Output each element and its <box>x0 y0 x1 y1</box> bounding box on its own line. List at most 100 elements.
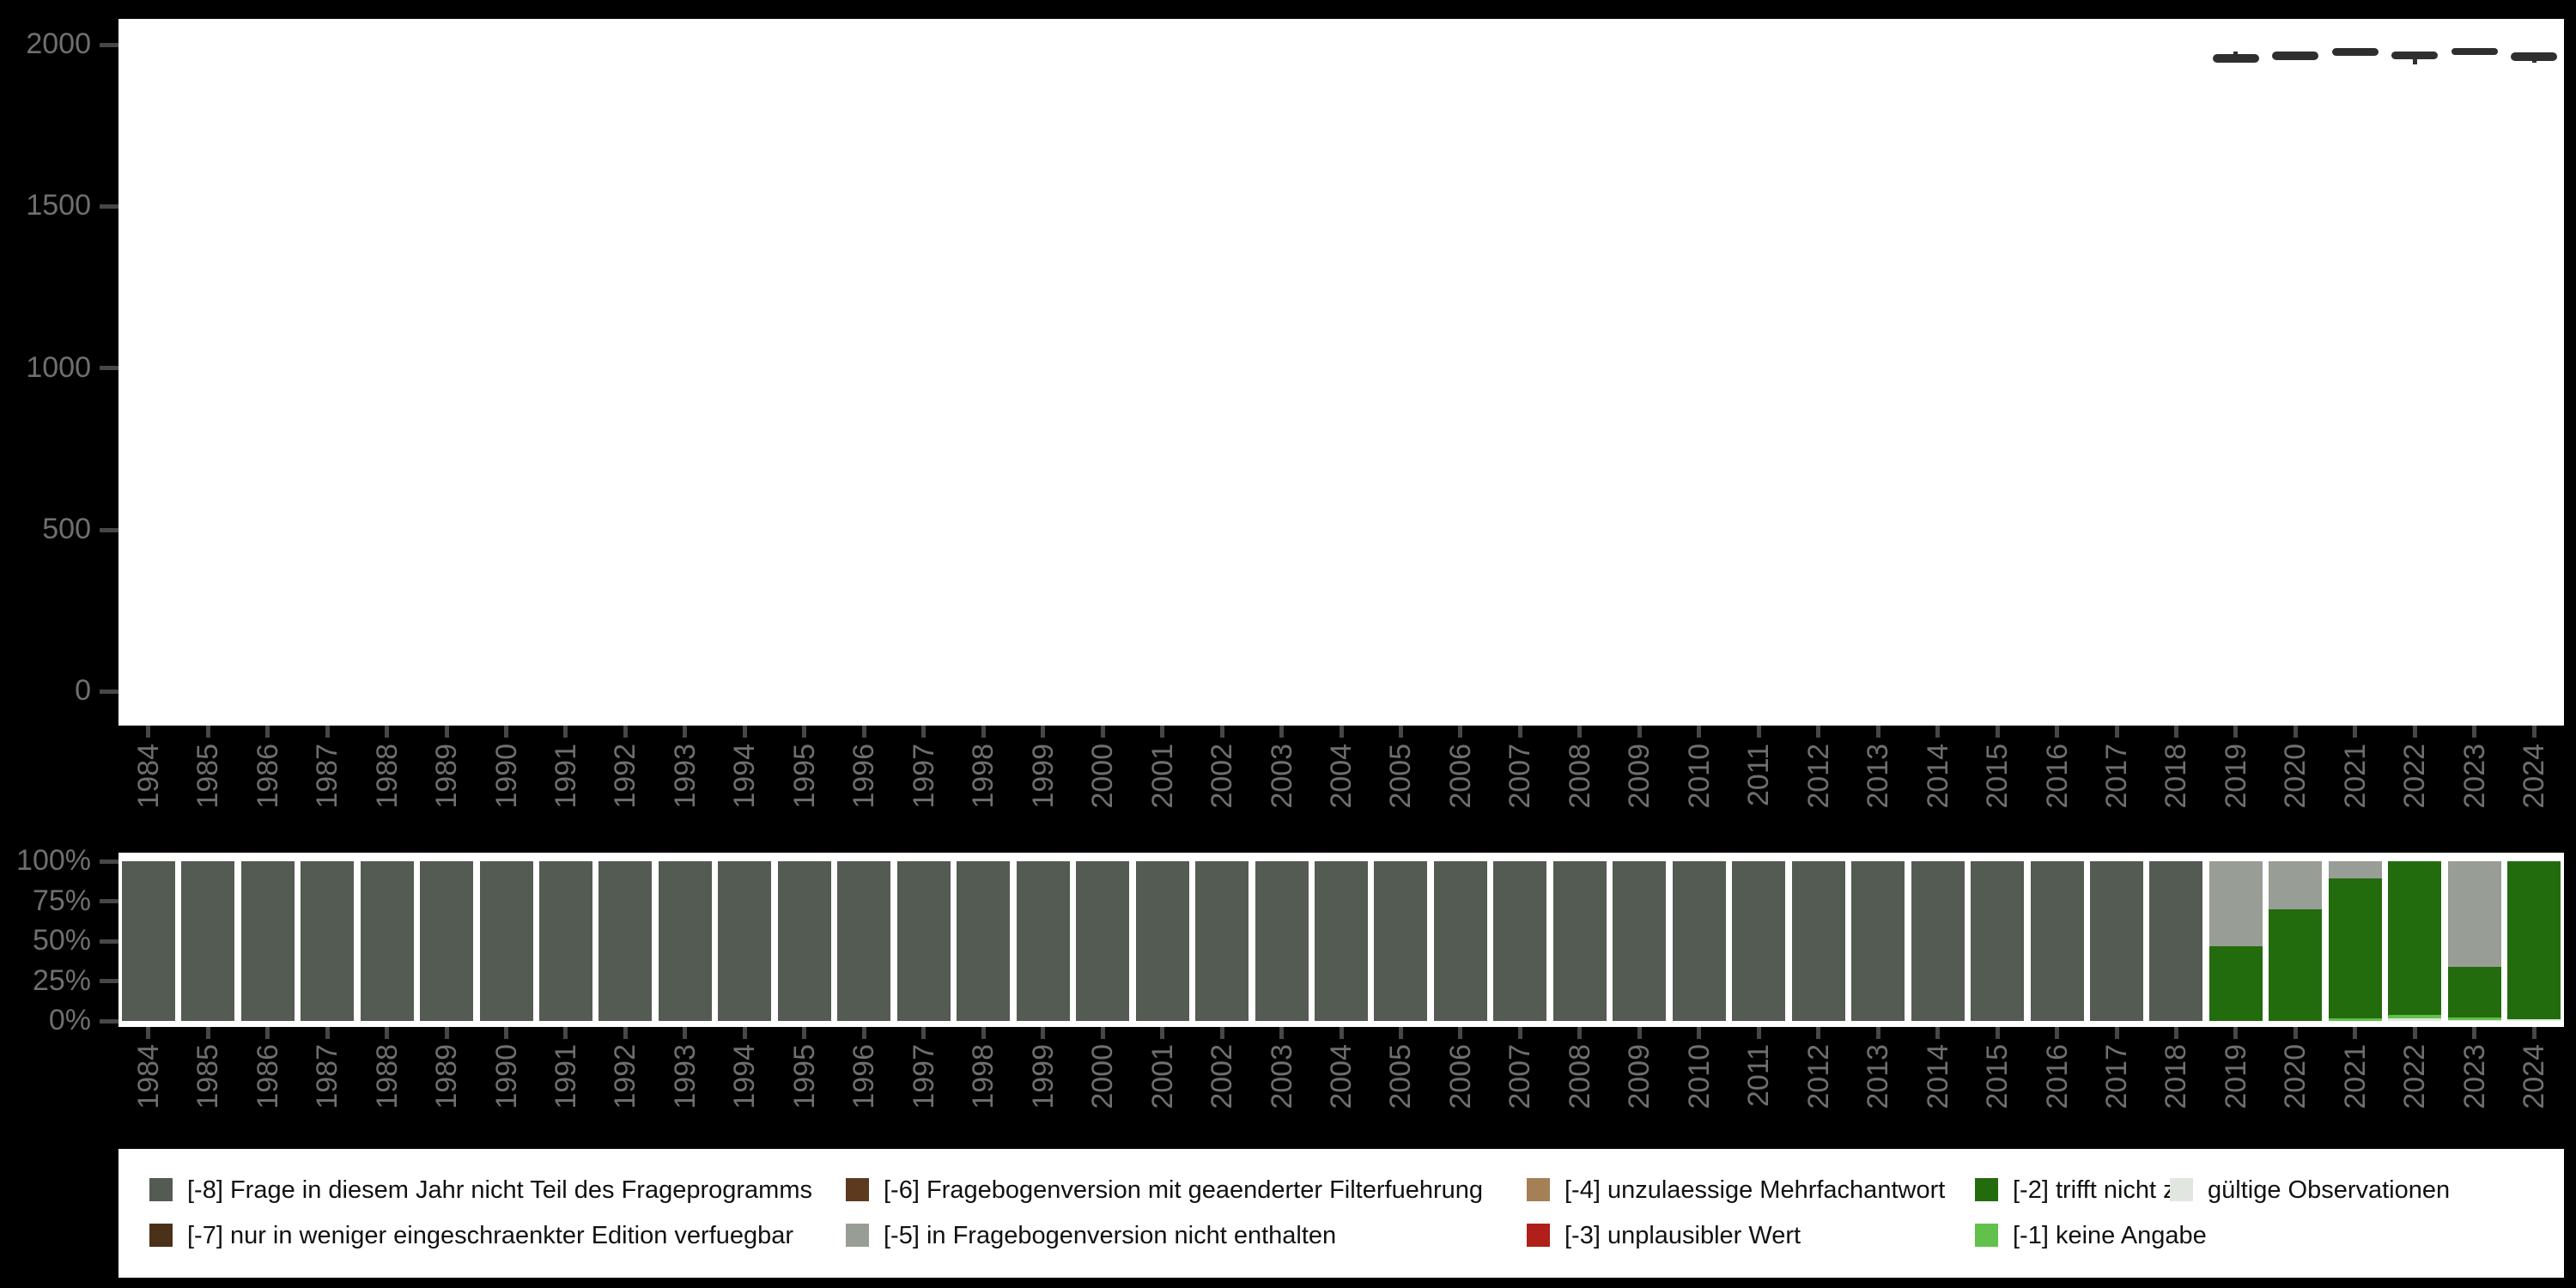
bar-segment--8 <box>957 861 1011 1021</box>
x-axis-tick-label: 2019 <box>2219 1044 2252 1109</box>
x-tick-mark <box>1517 726 1522 738</box>
y-axis-tick-label: 75% <box>32 884 91 917</box>
legend: [-8] Frage in diesem Jahr nicht Teil des… <box>118 1149 2564 1278</box>
x-axis-tick-label: 2009 <box>1623 744 1656 809</box>
legend-entry--1: [-1] keine Angabe <box>1975 1224 2576 1249</box>
x-tick-mark <box>385 726 390 738</box>
x-axis-tick-label: 2023 <box>2458 1044 2491 1109</box>
x-axis-tick-label: 2002 <box>1206 744 1239 809</box>
bar-segment--8 <box>240 861 295 1021</box>
x-axis-tick-label: 2013 <box>1862 1044 1895 1109</box>
bar-segment--5 <box>2447 861 2501 967</box>
x-tick-mark <box>742 1027 747 1039</box>
x-axis-tick-label: 2016 <box>2040 744 2074 809</box>
x-axis-tick-label: 2004 <box>1325 1044 1358 1109</box>
y-axis-tick-label: 50% <box>32 924 91 957</box>
x-axis-tick-label: 2000 <box>1086 1044 1120 1109</box>
x-tick-mark <box>623 1027 628 1039</box>
x-axis-tick-label: 2006 <box>1443 744 1477 809</box>
bar-segment--8 <box>1851 861 1905 1021</box>
boxplot-box <box>2511 52 2558 61</box>
legend-swatch--3 <box>1527 1224 1550 1247</box>
bar-segment--8 <box>1255 861 1309 1021</box>
bar-segment--2 <box>2269 908 2323 1021</box>
bar-segment--8 <box>301 861 355 1021</box>
x-axis-tick-label: 2009 <box>1623 1044 1656 1109</box>
legend-swatch--5 <box>846 1224 869 1247</box>
y-axis-tick-label: 500 <box>42 513 91 546</box>
x-axis-tick-label: 1999 <box>1026 744 1060 809</box>
x-axis-tick-label: 1987 <box>311 744 344 809</box>
x-tick-mark <box>205 726 210 738</box>
boxplot-box <box>2212 54 2259 63</box>
y-tick-mark <box>100 1018 118 1024</box>
x-tick-mark <box>1160 1027 1165 1039</box>
x-axis-tick-label: 1996 <box>848 744 881 809</box>
x-axis-tick-label: 1995 <box>787 744 821 809</box>
x-axis-tick-label: 2017 <box>2100 744 2134 809</box>
bar-segment--8 <box>777 861 831 1021</box>
bar-segment--8 <box>2090 861 2144 1021</box>
y-tick-mark <box>100 366 118 371</box>
x-tick-mark <box>2293 1027 2298 1039</box>
x-tick-mark <box>444 726 449 738</box>
bar-segment--8 <box>1433 861 1487 1021</box>
x-tick-mark <box>146 726 151 738</box>
x-tick-mark <box>861 1027 866 1039</box>
x-axis-tick-label: 1991 <box>549 744 582 809</box>
x-tick-mark <box>802 1027 807 1039</box>
legend-swatch--7 <box>149 1224 173 1247</box>
x-axis-tick-label: 2000 <box>1086 744 1120 809</box>
x-axis-tick-label: 2018 <box>2160 1044 2193 1109</box>
x-axis-tick-label: 2003 <box>1265 744 1298 809</box>
x-tick-mark <box>981 1027 986 1039</box>
legend-label--6: [-6] Fragebogenversion mit geaenderter F… <box>884 1176 1483 1204</box>
x-axis-tick-label: 2007 <box>1504 1044 1537 1109</box>
x-tick-mark <box>1875 726 1880 738</box>
y-tick-mark <box>100 527 118 532</box>
x-axis-tick-label: 1990 <box>489 1044 523 1109</box>
bar-segment-valid <box>2507 1019 2561 1021</box>
legend-label-valid: gültige Observationen <box>2208 1176 2451 1204</box>
bar-segment--8 <box>1076 861 1130 1021</box>
x-tick-mark <box>2055 726 2060 738</box>
bar-segment--8 <box>1971 861 2025 1021</box>
bar-segment--8 <box>181 861 235 1021</box>
x-tick-mark <box>2531 726 2537 738</box>
x-axis-tick-label: 2003 <box>1265 1044 1298 1109</box>
legend-entry--2: [-2] trifft nicht zu <box>1975 1178 2576 1203</box>
x-axis-tick-label: 2005 <box>1384 744 1418 809</box>
x-tick-mark <box>742 726 747 738</box>
x-axis-tick-label: 1992 <box>609 1044 642 1109</box>
bar-segment--8 <box>837 861 891 1021</box>
x-axis-tick-label: 1986 <box>251 1044 284 1109</box>
bar-segment--8 <box>2030 861 2084 1021</box>
x-tick-mark <box>265 1027 270 1039</box>
bar-segment--8 <box>598 861 653 1021</box>
x-axis-tick-label: 2012 <box>1801 744 1835 809</box>
x-tick-mark <box>2472 726 2477 738</box>
x-axis-tick-label: 2024 <box>2518 744 2551 809</box>
x-axis-tick-label: 2015 <box>1981 744 2014 809</box>
x-tick-mark <box>2114 726 2119 738</box>
bar-segment--8 <box>1493 861 1547 1021</box>
x-axis-tick-label: 2007 <box>1504 744 1537 809</box>
x-axis-tick-label: 2002 <box>1206 1044 1239 1109</box>
x-tick-mark <box>325 1027 330 1039</box>
x-tick-mark <box>623 726 628 738</box>
bar-segment--2 <box>2507 861 2561 1020</box>
x-tick-mark <box>2233 1027 2239 1039</box>
bar-segment--5 <box>2328 861 2382 879</box>
legend-entry--5: [-5] in Fragebogenversion nicht enthalte… <box>846 1224 1533 1249</box>
legend-entry--4: [-4] unzulaessige Mehrfachantwort <box>1527 1178 2214 1203</box>
legend-label--3: [-3] unplausibler Wert <box>1564 1222 1801 1249</box>
x-tick-mark <box>1756 726 1761 738</box>
x-axis-tick-label: 1995 <box>787 1044 821 1109</box>
x-tick-mark <box>1935 1027 1941 1039</box>
x-tick-mark <box>385 1027 390 1039</box>
x-tick-mark <box>1398 1027 1403 1039</box>
boxplot-upper-whisker <box>2233 52 2239 55</box>
x-axis-tick-label: 2008 <box>1563 744 1596 809</box>
legend-swatch--6 <box>846 1178 869 1201</box>
x-axis-tick-label: 1991 <box>549 1044 582 1109</box>
